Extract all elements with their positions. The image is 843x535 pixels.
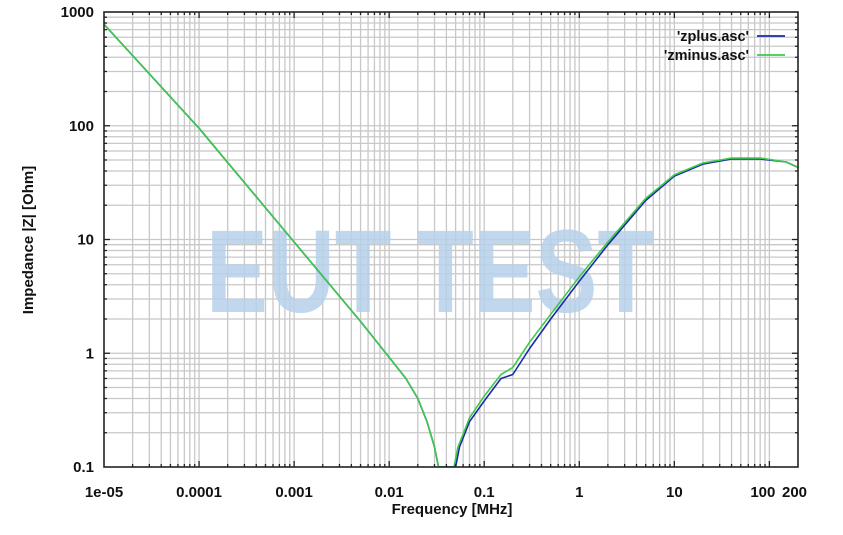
- watermark-text: EUT TEST: [206, 206, 654, 338]
- y-tick-label: 10: [77, 232, 94, 249]
- x-tick-label: 200: [782, 484, 807, 501]
- y-axis-tick-labels: 0.1 1 10 100 1000: [61, 4, 94, 476]
- x-axis-tick-labels: 1e-05 0.0001 0.001 0.01 0.1 1 10 100 200: [85, 484, 807, 501]
- y-tick-label: 1000: [61, 4, 94, 21]
- y-tick-label: 100: [69, 118, 94, 135]
- x-tick-label: 0.1: [474, 484, 495, 501]
- grid-lines: [104, 12, 798, 467]
- x-axis-title: Frequency [MHz]: [392, 501, 513, 518]
- x-tick-label: 100: [750, 484, 775, 501]
- y-axis-title: Impedance |Z| [Ohm]: [20, 166, 37, 314]
- x-tick-label: 10: [666, 484, 683, 501]
- x-tick-label: 1e-05: [85, 484, 123, 501]
- series-line-1: [104, 23, 798, 467]
- x-tick-label: 0.001: [275, 484, 313, 501]
- data-series: [104, 23, 798, 467]
- y-tick-label: 1: [86, 345, 94, 362]
- legend-label: 'zplus.asc': [677, 29, 749, 45]
- legend-label: 'zminus.asc': [664, 48, 749, 64]
- axis-ticks: [104, 12, 798, 467]
- x-tick-label: 1: [575, 484, 583, 501]
- x-tick-label: 0.0001: [176, 484, 222, 501]
- legend: 'zplus.asc' 'zminus.asc': [664, 29, 785, 64]
- y-tick-label: 0.1: [73, 459, 94, 476]
- x-tick-label: 0.01: [375, 484, 404, 501]
